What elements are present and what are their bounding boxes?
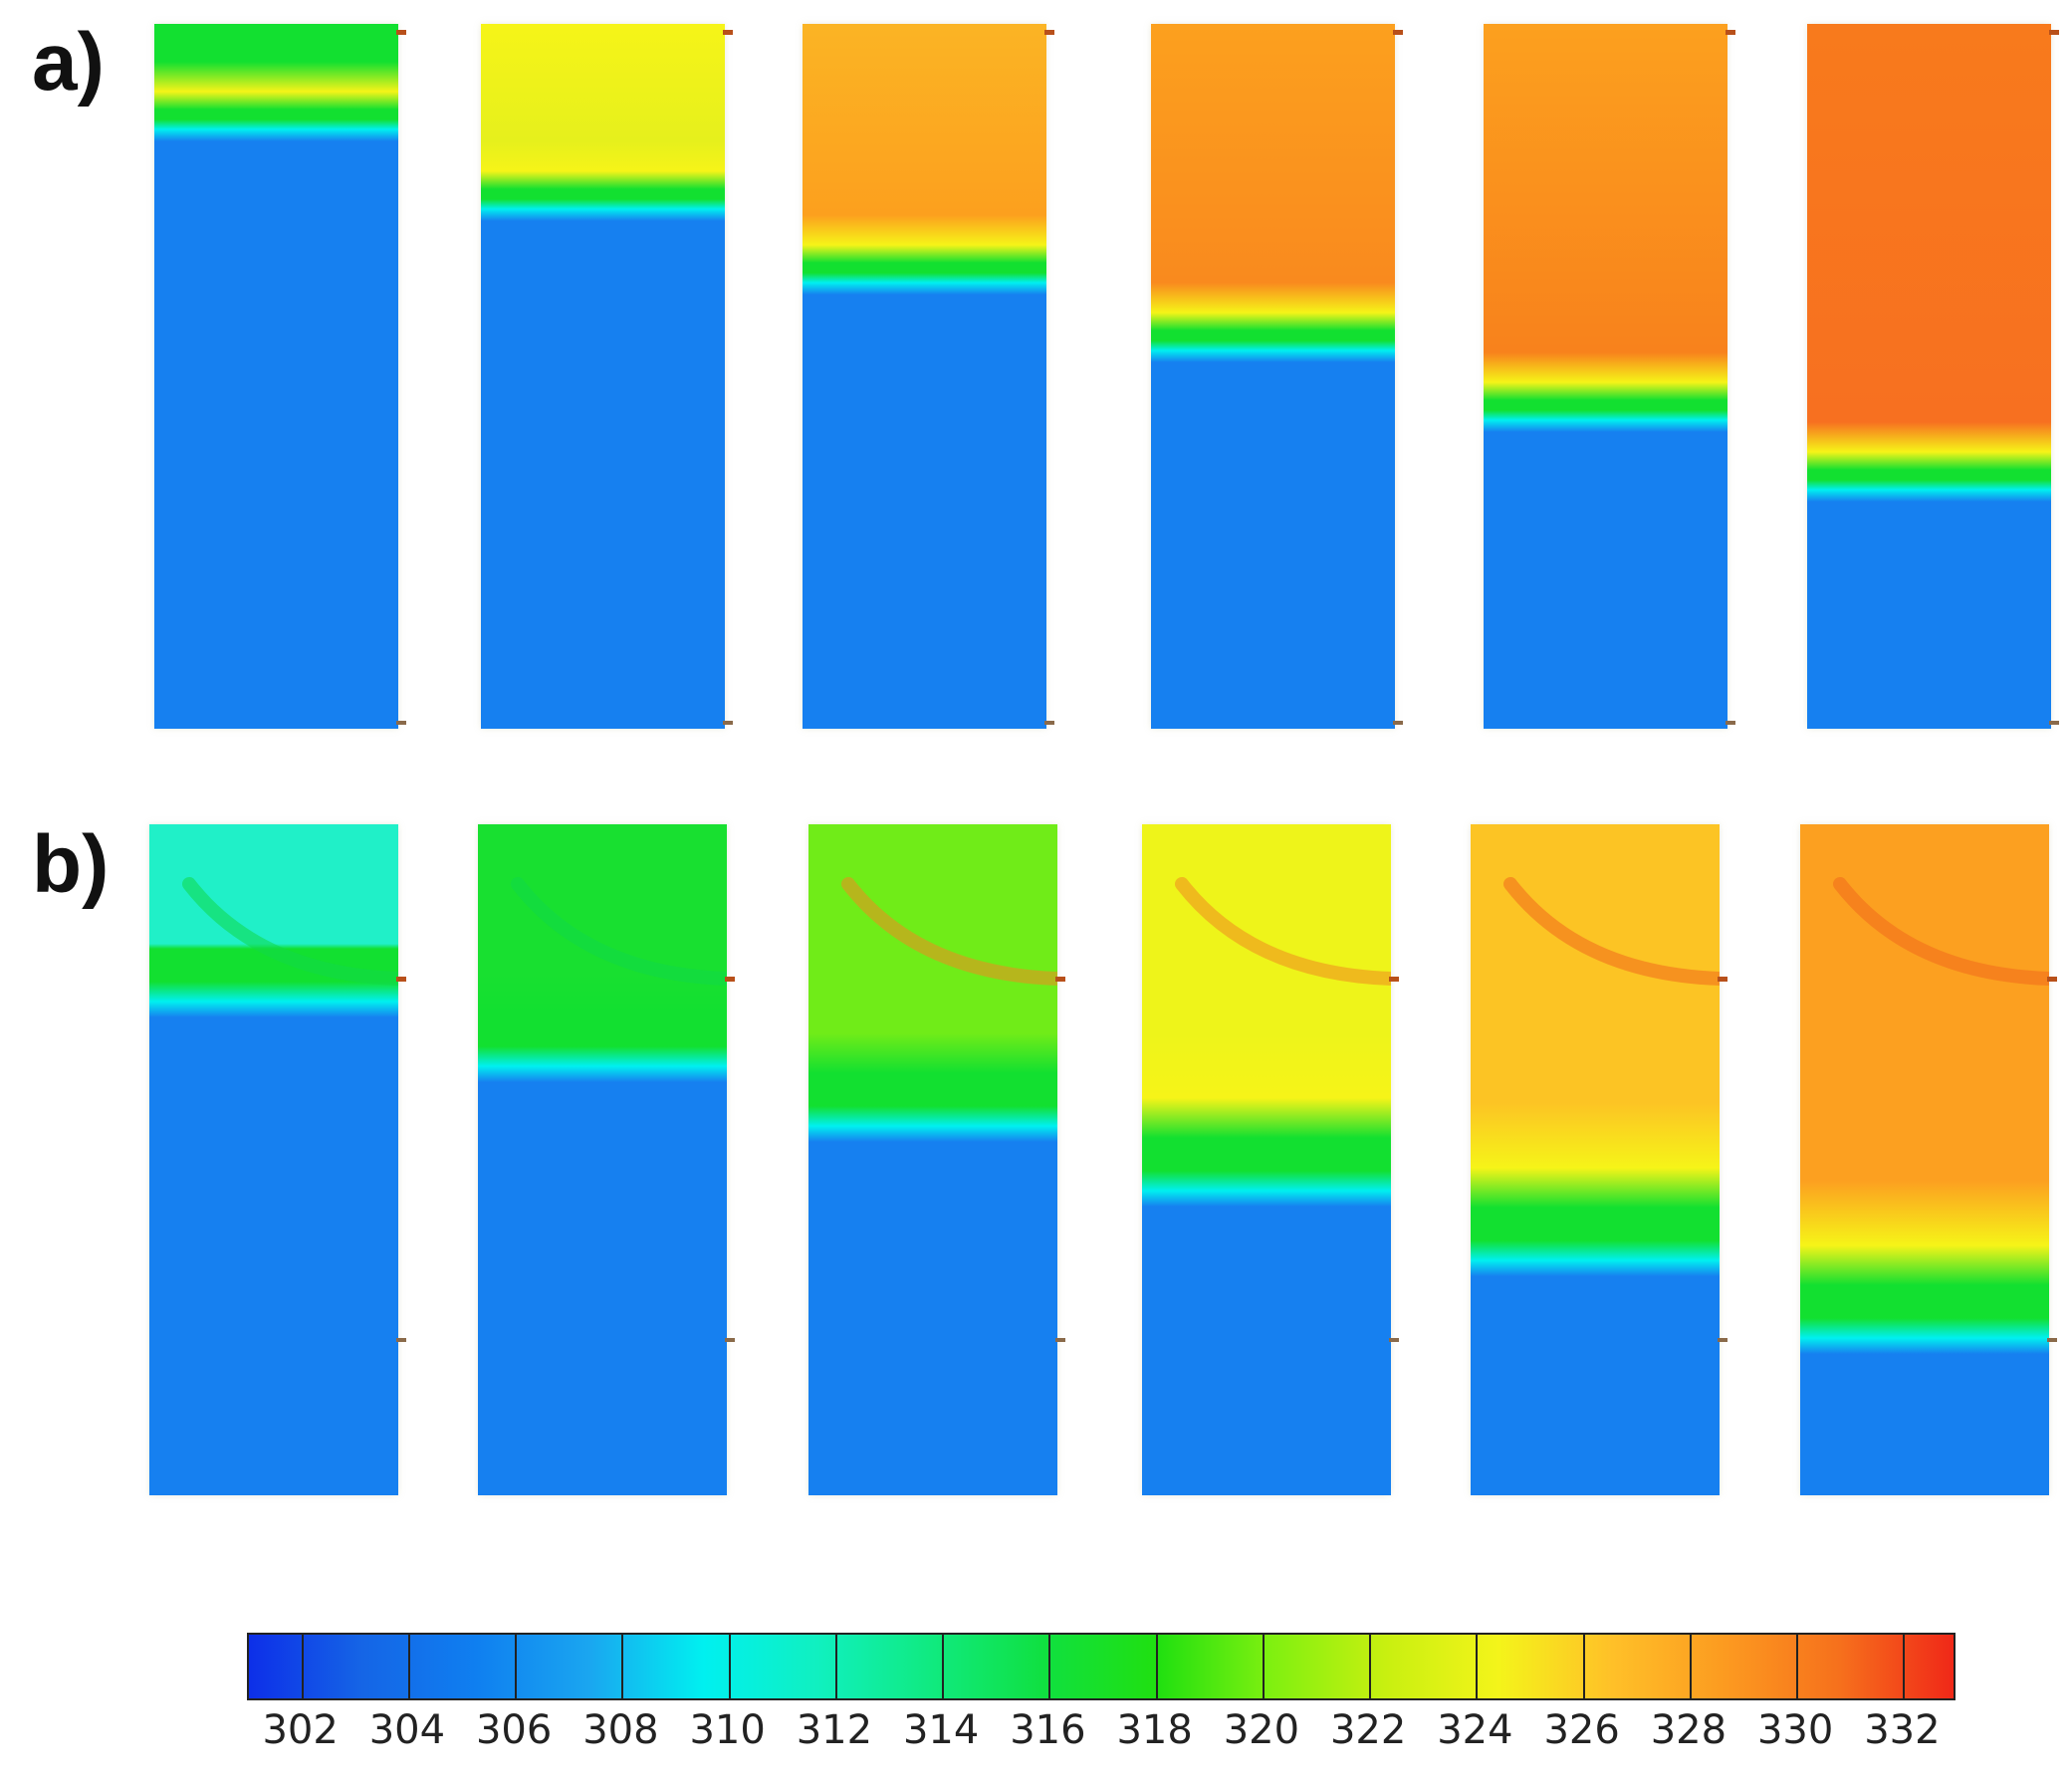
outlet-marker bbox=[1393, 721, 1403, 725]
panel-b-frame-2 bbox=[478, 824, 735, 1495]
colorbar-tick-label: 304 bbox=[368, 1707, 446, 1753]
inlet-marker bbox=[2049, 30, 2059, 35]
panel-b-frame-3 bbox=[808, 824, 1065, 1495]
colorbar-tick bbox=[834, 1635, 837, 1698]
colorbar-tick-label: 322 bbox=[1329, 1707, 1407, 1753]
colorbar-tick bbox=[301, 1635, 304, 1698]
colorbar-tick-label: 310 bbox=[689, 1707, 766, 1753]
colorbar-tick bbox=[1796, 1635, 1799, 1698]
colorbar-tick-label: 314 bbox=[902, 1707, 980, 1753]
inlet-marker bbox=[1055, 977, 1065, 982]
panel-b-frame-5 bbox=[1471, 824, 1727, 1495]
colorbar-tick bbox=[1903, 1635, 1906, 1698]
colorbar-tick-label: 316 bbox=[1010, 1707, 1086, 1753]
outlet-marker bbox=[396, 721, 406, 725]
colorbar-tick bbox=[1476, 1635, 1479, 1698]
panel-b-label: b) bbox=[32, 819, 110, 910]
outlet-marker bbox=[2049, 721, 2059, 725]
colorbar-tick bbox=[1155, 1635, 1158, 1698]
panel-b-frame-6 bbox=[1800, 824, 2057, 1495]
inlet-plume bbox=[511, 877, 727, 986]
temperature-colorbar bbox=[247, 1633, 1956, 1700]
colorbar-tick bbox=[1582, 1635, 1585, 1698]
outlet-marker bbox=[1044, 721, 1054, 725]
panel-a-frame-2 bbox=[481, 24, 733, 729]
inlet-marker bbox=[1726, 30, 1735, 35]
outlet-marker bbox=[1718, 1338, 1727, 1342]
inlet-marker bbox=[1389, 977, 1399, 982]
colorbar-tick bbox=[1369, 1635, 1372, 1698]
colorbar-tick-label: 308 bbox=[582, 1707, 659, 1753]
colorbar-tick-label: 328 bbox=[1650, 1707, 1727, 1753]
inlet-marker bbox=[1718, 977, 1727, 982]
colorbar-tick-label: 306 bbox=[475, 1707, 553, 1753]
inlet-plume bbox=[1175, 877, 1391, 986]
outlet-marker bbox=[723, 721, 733, 725]
panel-a-frame-3 bbox=[803, 24, 1054, 729]
colorbar-tick-label: 318 bbox=[1116, 1707, 1193, 1753]
colorbar-tick-label: 324 bbox=[1437, 1707, 1513, 1753]
panel-a-frame-5 bbox=[1484, 24, 1735, 729]
panel-b-frame-1 bbox=[149, 824, 406, 1495]
panel-b-frame-4 bbox=[1142, 824, 1399, 1495]
inlet-marker bbox=[725, 977, 735, 982]
panel-a-frame-1 bbox=[154, 24, 406, 729]
inlet-marker bbox=[1044, 30, 1054, 35]
outlet-marker bbox=[1055, 1338, 1065, 1342]
colorbar-tick-label: 312 bbox=[796, 1707, 873, 1753]
colorbar-tick-label: 332 bbox=[1864, 1707, 1941, 1753]
inlet-plume bbox=[1503, 877, 1720, 986]
colorbar-tick bbox=[942, 1635, 945, 1698]
colorbar-tick bbox=[1689, 1635, 1692, 1698]
colorbar-tick-label: 302 bbox=[262, 1707, 339, 1753]
outlet-marker bbox=[2047, 1338, 2057, 1342]
inlet-marker bbox=[396, 30, 406, 35]
inlet-plume bbox=[182, 877, 398, 986]
panel-a-label: a) bbox=[32, 17, 105, 108]
panel-a-frame-4 bbox=[1151, 24, 1403, 729]
colorbar-tick-label: 330 bbox=[1756, 1707, 1834, 1753]
inlet-marker bbox=[396, 977, 406, 982]
colorbar-tick-label: 326 bbox=[1543, 1707, 1620, 1753]
colorbar-tick bbox=[1048, 1635, 1051, 1698]
colorbar-tick bbox=[407, 1635, 410, 1698]
inlet-marker bbox=[1393, 30, 1403, 35]
inlet-marker bbox=[723, 30, 733, 35]
outlet-marker bbox=[1726, 721, 1735, 725]
panel-a-frame-6 bbox=[1807, 24, 2059, 729]
outlet-marker bbox=[1389, 1338, 1399, 1342]
outlet-marker bbox=[396, 1338, 406, 1342]
colorbar-tick bbox=[728, 1635, 731, 1698]
colorbar-gradient bbox=[247, 1633, 1956, 1700]
colorbar-tick bbox=[1262, 1635, 1265, 1698]
inlet-marker bbox=[2047, 977, 2057, 982]
inlet-plume bbox=[841, 877, 1057, 986]
colorbar-tick bbox=[515, 1635, 518, 1698]
colorbar-tick-label: 320 bbox=[1223, 1707, 1300, 1753]
inlet-plume bbox=[1833, 877, 2049, 986]
colorbar-tick bbox=[621, 1635, 624, 1698]
outlet-marker bbox=[725, 1338, 735, 1342]
